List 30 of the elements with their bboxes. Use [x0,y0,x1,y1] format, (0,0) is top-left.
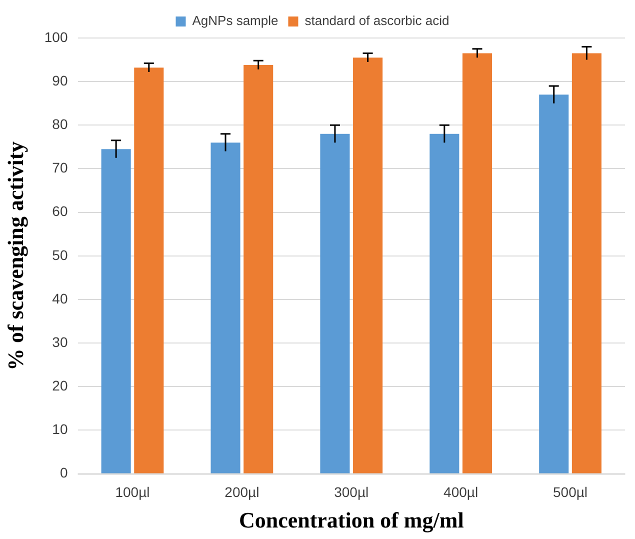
y-tick-label: 80 [52,116,68,132]
bar [572,53,602,474]
bar [101,149,131,474]
bar [320,134,350,474]
y-tick-label: 30 [52,334,68,350]
y-tick-label: 10 [52,421,68,438]
y-axis-title: % of scavenging activity [2,141,28,370]
x-axis-title: Concentration of mg/ml [238,507,464,532]
bar [134,68,164,474]
x-tick-label: 500µl [553,484,588,500]
bar [430,134,460,474]
bar [244,65,274,474]
bar [210,142,240,474]
y-tick-label: 20 [52,378,68,394]
legend-label: AgNPs sample [192,13,278,28]
y-tick-label: 90 [52,72,68,88]
x-tick-label: 300µl [334,484,369,500]
bar [539,94,569,474]
bar [353,58,383,474]
y-tick-label: 60 [52,203,68,220]
y-tick-label: 70 [52,160,68,176]
x-tick-label: 100µl [115,484,150,500]
x-tick-label: 400µl [444,484,478,500]
y-tick-label: 50 [52,246,68,263]
y-tick-label: 0 [60,464,68,481]
legend-label: standard of ascorbic acid [304,13,450,28]
y-tick-label: 100 [44,28,68,45]
bar [462,53,492,474]
x-tick-label: 200µl [224,484,260,500]
y-tick-label: 40 [52,290,68,306]
